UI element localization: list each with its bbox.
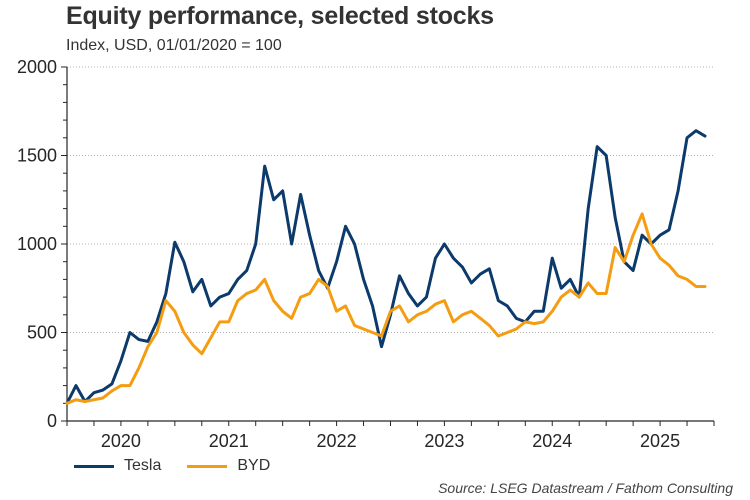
x-tick-label: 2020 [101,431,141,451]
y-tick-label: 1500 [17,146,57,166]
x-tick-label: 2024 [532,431,572,451]
y-tick-label: 2000 [17,57,57,77]
legend-item-byd[interactable]: BYD [187,457,270,475]
x-tick-label: 2023 [424,431,464,451]
source-note: Source: LSEG Datastream / Fathom Consult… [438,480,733,496]
gridlines [67,66,714,333]
legend-item-tesla[interactable]: Tesla [74,457,161,475]
series-line-byd [65,212,707,405]
x-axis: 2020 2021 2022 2023 2024 2025 [66,420,715,451]
chart-title: Equity performance, selected stocks [66,2,494,30]
series-lines [65,129,707,405]
x-tick-label: 2025 [640,431,680,451]
legend-label-byd: BYD [237,457,271,474]
chart-subtitle: Index, USD, 01/01/2020 = 100 [66,37,282,54]
y-axis: 0 500 1000 1500 2000 [17,57,68,431]
series-line-tesla [65,129,707,405]
legend-label-tesla: Tesla [124,457,162,474]
legend: Tesla BYD [74,457,296,475]
x-tick-label: 2021 [209,431,249,451]
legend-swatch-byd [187,464,228,468]
legend-swatch-tesla [74,464,114,468]
y-tick-label: 500 [27,323,57,343]
y-tick-label: 0 [47,411,57,431]
x-tick-label: 2022 [317,431,357,451]
y-tick-label: 1000 [17,234,57,254]
